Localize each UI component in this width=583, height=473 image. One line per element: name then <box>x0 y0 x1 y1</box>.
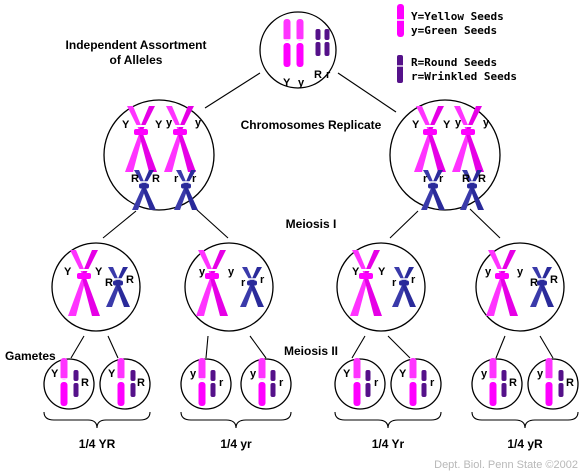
fraction-YR: 1/4 YR <box>79 437 116 451</box>
legend-wrinkled-seeds: r=Wrinkled Seeds <box>411 70 517 83</box>
gamete-group-yr: y r y r <box>180 357 292 410</box>
replicated-cell-right: Y Y y y r r R R <box>389 99 501 211</box>
gamete-group-Yr: Y r Y r <box>334 357 442 410</box>
allele-R: R <box>478 173 486 185</box>
allele-R: R <box>314 69 322 81</box>
allele-y: y <box>455 117 462 129</box>
allele-r: r <box>260 274 265 286</box>
allele-y: y <box>166 117 173 129</box>
allele-r: r <box>219 377 224 389</box>
replicated-cell-left: Y Y y y R R r r <box>103 99 215 211</box>
allele-y: y <box>517 266 524 278</box>
allele-r: r <box>439 173 444 185</box>
allele-Y: Y <box>378 266 386 278</box>
allele-r: r <box>430 377 435 389</box>
fraction-Yr: 1/4 Yr <box>372 437 405 451</box>
allele-Y: Y <box>412 119 420 131</box>
allele-r: r <box>374 377 379 389</box>
stage-meiosis-1: Meiosis I <box>286 217 337 231</box>
allele-Y: Y <box>283 77 291 89</box>
legend: Y=Yellow Seeds y=Green Seeds R=Round See… <box>397 4 517 83</box>
allele-R: R <box>126 274 134 286</box>
allele-R: R <box>566 377 574 389</box>
meiosis1-cell-2: y y r r <box>184 242 274 332</box>
gamete-group-YR: Y R Y R <box>43 357 151 410</box>
allele-y: y <box>481 368 488 380</box>
allele-Y: Y <box>352 266 360 278</box>
allele-r: r <box>326 69 331 81</box>
fraction-yr: 1/4 yr <box>220 437 252 451</box>
allele-R: R <box>81 377 89 389</box>
parent-cell: Y y R r <box>259 11 337 89</box>
allele-y: y <box>485 266 492 278</box>
stage-chromosomes-replicate: Chromosomes Replicate <box>241 118 382 132</box>
title-line-1: Independent Assortment <box>66 38 207 52</box>
meiosis1-cell-4: y y R R <box>475 242 565 332</box>
allele-Y: Y <box>51 368 59 380</box>
allele-y: y <box>190 368 197 380</box>
title-line-2: of Alleles <box>110 53 163 67</box>
allele-R: R <box>137 377 145 389</box>
allele-r: r <box>411 274 416 286</box>
legend-green-seeds: y=Green Seeds <box>411 24 497 37</box>
allele-r: r <box>423 173 428 185</box>
allele-Y: Y <box>122 119 130 131</box>
allele-Y: Y <box>108 368 116 380</box>
allele-r: r <box>279 377 284 389</box>
allele-Y: Y <box>155 119 163 131</box>
allele-r: r <box>192 173 197 185</box>
braces <box>43 411 579 429</box>
legend-yellow-seeds: Y=Yellow Seeds <box>411 10 504 23</box>
stage-meiosis-2: Meiosis II <box>284 344 338 358</box>
allele-Y: Y <box>95 266 103 278</box>
allele-y: y <box>195 117 202 129</box>
allele-Y: Y <box>343 368 351 380</box>
allele-R: R <box>105 277 113 289</box>
lineage-lines <box>70 72 554 359</box>
stage-gametes: Gametes <box>5 349 56 363</box>
meiosis1-cell-3: Y Y r r <box>336 242 426 332</box>
legend-round-swatch <box>397 55 403 83</box>
allele-R: R <box>550 274 558 286</box>
meiosis1-cell-1: Y Y R R <box>51 242 141 332</box>
allele-y: y <box>483 117 490 129</box>
allele-R: R <box>131 173 139 185</box>
allele-R: R <box>462 173 470 185</box>
allele-y: y <box>537 368 544 380</box>
allele-y: y <box>199 266 206 278</box>
fraction-yR: 1/4 yR <box>507 437 543 451</box>
credit-text: Dept. Biol. Penn State ©2002 <box>434 459 578 471</box>
allele-r: r <box>174 173 179 185</box>
allele-y: y <box>298 77 305 89</box>
legend-round-seeds: R=Round Seeds <box>411 56 497 69</box>
allele-Y: Y <box>443 119 451 131</box>
allele-R: R <box>152 173 160 185</box>
allele-r: r <box>241 277 246 289</box>
allele-R: R <box>530 277 538 289</box>
allele-y: y <box>228 266 235 278</box>
allele-r: r <box>392 277 397 289</box>
allele-y: y <box>250 368 257 380</box>
allele-Y: Y <box>399 368 407 380</box>
gamete-group-yR: y R y R <box>471 357 579 410</box>
allele-R: R <box>509 377 517 389</box>
allele-Y: Y <box>64 266 72 278</box>
